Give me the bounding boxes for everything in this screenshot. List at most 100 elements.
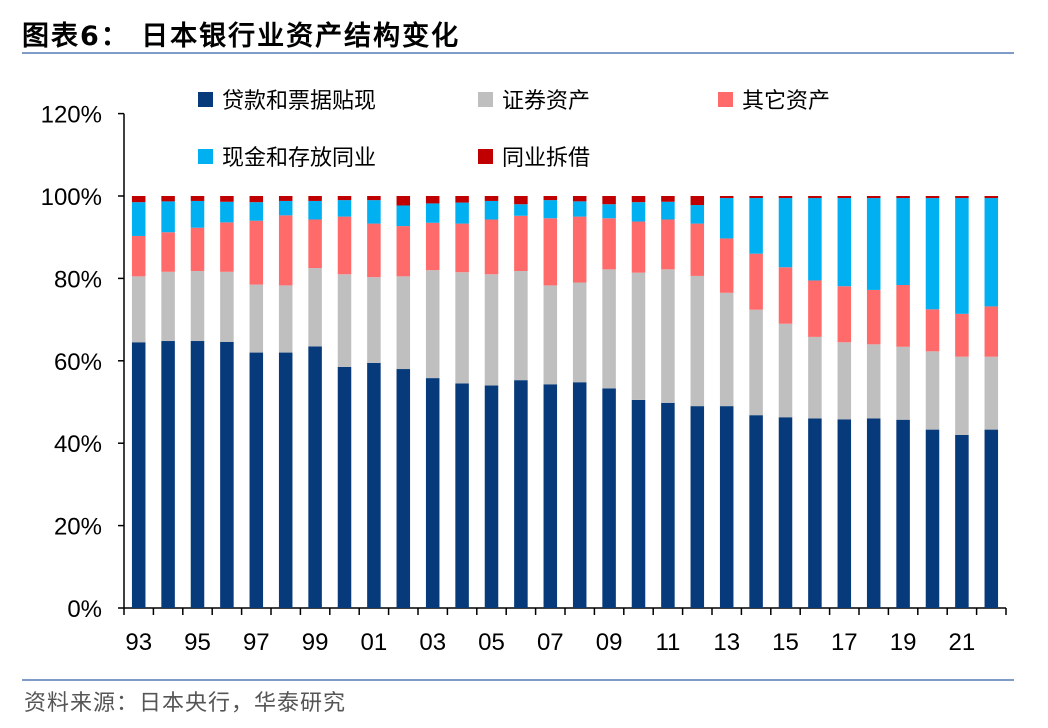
- bar-segment-cash: [866, 198, 881, 290]
- bar-segment-cash: [249, 202, 264, 221]
- bar-segment-securities: [866, 344, 881, 419]
- bar-segment-cash: [308, 200, 322, 220]
- y-tick-label: 60%: [54, 349, 102, 376]
- bar-segment-loans: [925, 429, 940, 608]
- chart-title: 图表6： 日本银行业资产结构变化: [22, 21, 461, 52]
- bar-segment-cash: [161, 201, 175, 233]
- bar-segment-cash: [631, 202, 646, 222]
- bar-segment-cash: [484, 200, 499, 220]
- source-divider: [22, 679, 1014, 681]
- bar-segment-loans: [455, 383, 469, 608]
- bar-segment-interbank: [602, 196, 616, 205]
- bar-segment-securities: [690, 275, 705, 407]
- bar-segment-other: [925, 309, 940, 352]
- bar-segment-interbank: [955, 196, 969, 199]
- legend-swatch-cash: [198, 149, 213, 164]
- bar-segment-loans: [749, 415, 763, 608]
- legend-label: 其它资产: [742, 89, 830, 114]
- bar-segment-interbank: [161, 196, 175, 202]
- bar-segment-cash: [896, 198, 910, 285]
- y-tick-label: 0%: [67, 596, 102, 623]
- bar-segment-interbank: [661, 196, 675, 202]
- bar-segment-securities: [396, 276, 411, 370]
- bar-segment-cash: [661, 201, 675, 220]
- bar-segment-cash: [925, 198, 940, 310]
- bar-segment-securities: [131, 276, 146, 343]
- stacked-bar-chart: 0% 20% 40% 60% 80% 100% 120% 93 95 97 99 01 03 05 07 09…: [41, 89, 1007, 656]
- bar-segment-interbank: [455, 196, 469, 203]
- bar-segment-securities: [455, 272, 469, 384]
- bar-segment-loans: [543, 384, 558, 608]
- bar-segment-other: [249, 220, 264, 285]
- bar-segment-interbank: [690, 196, 705, 206]
- bar-segment-loans: [866, 418, 881, 608]
- x-tick-label: 01: [361, 629, 388, 656]
- bar-segment-interbank: [484, 196, 499, 201]
- x-tick-label: 95: [184, 629, 211, 656]
- y-tick-label: 100%: [41, 184, 102, 211]
- bar-segment-other: [778, 267, 793, 324]
- bar-segment-other: [514, 215, 528, 271]
- bar-segment-cash: [690, 205, 705, 224]
- bar-segment-securities: [572, 282, 587, 383]
- bar-segment-other: [690, 223, 705, 276]
- bar-segment-interbank: [425, 196, 440, 204]
- x-tick-label: 05: [478, 629, 505, 656]
- bar-segment-cash: [984, 198, 999, 307]
- bar-segment-securities: [719, 292, 734, 407]
- bar-segment-other: [749, 253, 763, 310]
- bar-segment-securities: [484, 274, 499, 386]
- bar-segment-loans: [572, 382, 587, 608]
- bar-segment-other: [631, 221, 646, 273]
- bar-segment-interbank: [778, 196, 793, 199]
- bar-segment-loans: [896, 419, 910, 608]
- x-tick-label: 19: [890, 629, 917, 656]
- legend-swatch-other: [718, 92, 733, 107]
- bar-segment-loans: [367, 362, 381, 608]
- bar-segment-other: [425, 222, 440, 271]
- chart-bars: [131, 196, 999, 608]
- x-tick-label: 99: [302, 629, 329, 656]
- bar-segment-loans: [778, 417, 793, 608]
- legend-swatch-securities: [478, 92, 493, 107]
- bar-segment-other: [866, 289, 881, 345]
- bar-segment-other: [808, 280, 822, 337]
- bar-segment-securities: [984, 356, 999, 430]
- bar-segment-other: [955, 313, 969, 357]
- x-tick-label: 07: [537, 629, 564, 656]
- bar-segment-securities: [249, 284, 264, 353]
- bar-segment-securities: [661, 269, 675, 403]
- bar-segment-interbank: [337, 196, 352, 201]
- x-tick-label: 21: [949, 629, 976, 656]
- bar-segment-interbank: [631, 196, 646, 203]
- bar-segment-interbank: [866, 196, 881, 199]
- y-tick-label: 20%: [54, 514, 102, 541]
- bar-segment-other: [484, 219, 499, 275]
- legend-swatch-loans: [198, 92, 213, 107]
- bar-segment-securities: [808, 336, 822, 419]
- bar-segment-securities: [190, 270, 205, 342]
- bar-segment-cash: [337, 200, 352, 217]
- x-tick-label: 13: [713, 629, 740, 656]
- bar-segment-cash: [837, 198, 852, 287]
- bar-segment-securities: [896, 346, 910, 420]
- bar-segment-interbank: [190, 196, 205, 201]
- bar-segment-securities: [367, 277, 381, 363]
- bar-segment-other: [896, 284, 910, 347]
- bar-segment-interbank: [808, 196, 822, 199]
- bar-segment-cash: [602, 204, 616, 219]
- x-tick-label: 11: [655, 629, 680, 656]
- bar-segment-interbank: [984, 196, 999, 199]
- bar-segment-other: [308, 219, 322, 269]
- bar-segment-cash: [543, 200, 558, 219]
- bar-segment-loans: [425, 378, 440, 608]
- bar-segment-other: [719, 238, 734, 293]
- bar-segment-interbank: [719, 196, 734, 199]
- bar-segment-loans: [220, 341, 234, 608]
- x-tick-label: 09: [596, 629, 623, 656]
- bar-segment-other: [220, 222, 234, 272]
- bar-segment-loans: [602, 388, 616, 608]
- bar-segment-other: [572, 216, 587, 283]
- bar-segment-interbank: [249, 196, 264, 203]
